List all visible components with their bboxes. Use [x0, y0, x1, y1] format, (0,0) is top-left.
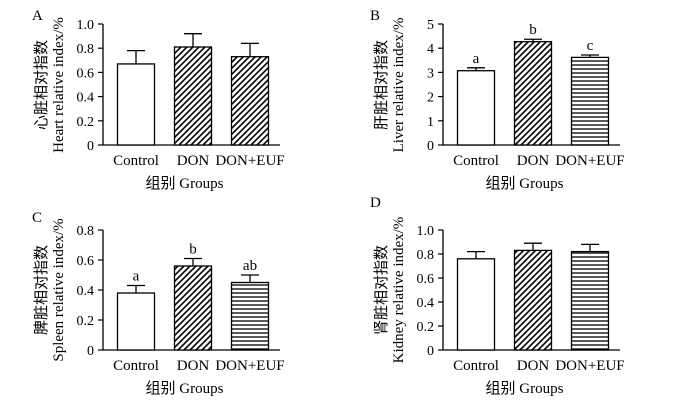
bar-don-euf: [570, 56, 610, 146]
y-tick-label: 0.8: [77, 42, 95, 57]
y-tick-label: 0.4: [417, 296, 435, 311]
panel-c: C 0 0.2 0.4 0.6 0.8 a Control b DON ab DON+EUF 组别 Gr…: [32, 210, 285, 397]
significance-label: b: [189, 242, 197, 258]
x-tick-label: Control: [453, 153, 499, 169]
bar-don-euf: [230, 56, 270, 146]
panel-letter: B: [370, 8, 380, 24]
significance-label: a: [133, 269, 140, 285]
y-tick-label: 1.0: [417, 224, 435, 239]
x-axis-label: 组别 Groups: [146, 380, 224, 397]
significance-label: b: [529, 22, 537, 38]
y-tick-label: 3: [427, 66, 434, 81]
y-tick-label: 0.2: [77, 115, 95, 130]
panel-letter: A: [32, 8, 43, 24]
y-axis-label: 肝脏相对指数 Liver relative index/%: [373, 18, 407, 153]
y-tick-label: 1.0: [77, 18, 95, 33]
y-axis-label-en: Spleen relative index/%: [51, 218, 67, 361]
bar-control: [456, 258, 496, 351]
y-tick-label: 0: [87, 139, 94, 154]
panel-b: B 0 1 2 3 4 5 a Control b DON c DON+EUF 组别 Groups 肝脏相对…: [370, 8, 625, 192]
y-tick-label: 0.8: [417, 248, 435, 263]
y-axis-label-en: Liver relative index/%: [391, 18, 407, 153]
y-axis-label-cn: 肝脏相对指数: [373, 40, 390, 130]
x-tick-label: Control: [113, 153, 159, 169]
x-tick-label: Control: [453, 358, 499, 374]
x-axis-label: 组别 Groups: [486, 175, 564, 192]
y-axis-label-cn: 心脏相对指数: [33, 40, 50, 130]
y-tick-label: 0: [427, 139, 434, 154]
x-tick-label: DON: [517, 358, 550, 374]
bar-don-euf: [570, 250, 610, 351]
y-tick-label: 0.6: [417, 272, 435, 287]
y-tick-label: 0.2: [77, 314, 95, 329]
significance-label: c: [587, 38, 594, 54]
bar-don: [513, 249, 553, 351]
bar-control: [116, 63, 156, 146]
bar-don: [173, 265, 213, 351]
y-axis-label-cn: 脾脏相对指数: [33, 245, 50, 335]
y-tick-label: 0.4: [77, 91, 95, 106]
x-tick-label: DON: [177, 153, 210, 169]
x-tick-label: DON: [177, 358, 210, 374]
x-tick-label: Control: [113, 358, 159, 374]
x-tick-label: DON+EUF: [555, 358, 624, 374]
x-tick-label: DON+EUF: [215, 153, 284, 169]
x-tick-label: DON+EUF: [555, 153, 624, 169]
y-tick-label: 0.2: [417, 320, 435, 335]
y-tick-label: 0.6: [77, 66, 95, 81]
x-tick-label: DON: [517, 153, 550, 169]
x-axis-label: 组别 Groups: [146, 175, 224, 192]
y-axis-label: 脾脏相对指数 Spleen relative index/%: [33, 218, 67, 361]
y-axis-label: 肾脏相对指数 Kidney relative index/%: [373, 217, 407, 364]
bar-don: [173, 46, 213, 146]
panel-d: D 0 0.2 0.4 0.6 0.8 1.0 Control DON DON+EUF 组别 Gro…: [370, 195, 625, 397]
significance-label: a: [473, 51, 480, 67]
y-tick-label: 0: [87, 344, 94, 359]
y-axis-label: 心脏相对指数 Heart relative index/%: [33, 17, 67, 153]
x-tick-label: DON+EUF: [215, 358, 284, 374]
x-axis-label: 组别 Groups: [486, 380, 564, 397]
y-tick-label: 4: [427, 42, 434, 57]
y-tick-label: 0.6: [77, 254, 95, 269]
y-tick-label: 0.8: [77, 224, 95, 239]
y-axis-label-en: Kidney relative index/%: [391, 217, 407, 364]
bar-don: [513, 41, 553, 146]
panel-letter: C: [32, 210, 42, 226]
bar-don-euf: [230, 281, 270, 351]
bar-control: [116, 292, 156, 351]
y-tick-label: 0.4: [77, 284, 95, 299]
y-axis-label-en: Heart relative index/%: [51, 17, 67, 153]
y-tick-label: 2: [427, 91, 434, 106]
panel-letter: D: [370, 195, 381, 211]
y-tick-label: 1: [427, 115, 434, 130]
panel-a: A 0 0.2 0.4 0.6 0.8 1.0 Control DON DON+EUF 组别 Gro…: [32, 8, 285, 192]
y-tick-label: 5: [427, 18, 434, 33]
significance-label: ab: [243, 258, 257, 274]
y-axis-label-cn: 肾脏相对指数: [373, 245, 390, 335]
bar-control: [456, 70, 496, 146]
y-tick-label: 0: [427, 344, 434, 359]
